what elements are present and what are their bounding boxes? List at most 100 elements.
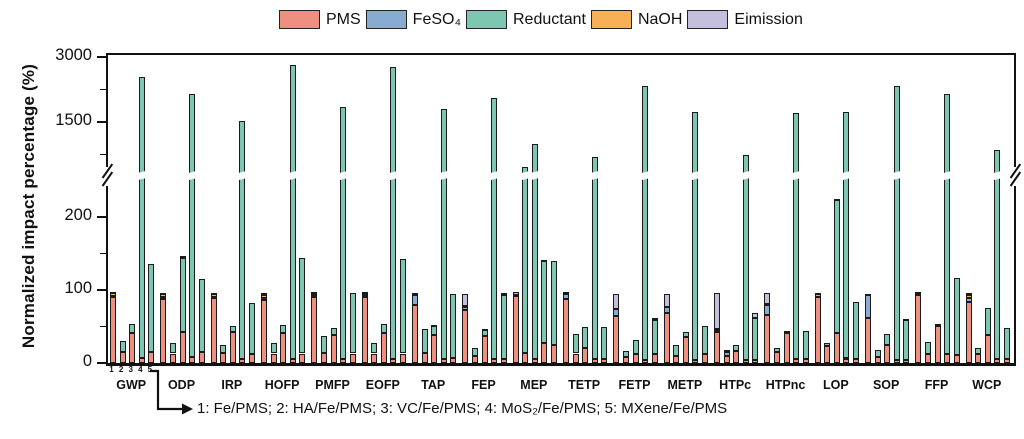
bar-segment-reductant: [702, 325, 709, 355]
bar-number-label: 4: [138, 365, 143, 374]
bar-break-gap: [186, 170, 198, 181]
bar-segment-pms: [160, 298, 167, 363]
bar-segment-reductant: [833, 200, 840, 334]
bar-segment-reductant: [924, 341, 931, 354]
bar-segment-eimission: [833, 198, 840, 201]
bar-segment-naoh: [462, 306, 469, 309]
bar-segment-eimission: [541, 259, 548, 262]
bar-segment-pms: [412, 305, 418, 363]
bar-segment-pms: [340, 358, 347, 363]
bar-segment-pms: [210, 297, 217, 363]
bar-segment-pms: [642, 360, 649, 363]
y-major-tick: [97, 288, 106, 292]
legend: PMS FeSO₄ Reductant NaOH Eimission: [279, 10, 808, 29]
bar-segment-pms: [138, 357, 145, 363]
bar-segment-pms: [311, 297, 318, 363]
y-axis-title: Normalized impact percentage (%): [19, 63, 38, 349]
bar-segment-eimission: [563, 292, 569, 295]
bar-segment-reductant: [673, 344, 680, 356]
legend-swatch-3: [590, 10, 632, 29]
y-minor-tick: [100, 153, 106, 156]
bar-segment-eimission: [481, 329, 488, 332]
bar-segment-reductant: [522, 167, 529, 353]
bar-segment-reductant: [733, 345, 740, 351]
x-category-label: METP: [667, 378, 703, 392]
bar-segment-pms: [229, 332, 236, 363]
bar-segment-pms: [220, 352, 227, 363]
bar-segment-reductant: [148, 264, 155, 353]
bar-segment-reductant: [220, 345, 227, 353]
bar-segment-feso: [311, 295, 318, 298]
bar-segment-reductant: [400, 258, 407, 354]
bar-segment-reductant: [421, 328, 428, 353]
bar-break-gap: [639, 170, 651, 181]
bar-segment-pms: [843, 359, 850, 363]
bar-segment-reductant: [138, 76, 145, 358]
legend-swatch-2: [466, 10, 507, 29]
bar-segment-pms: [953, 354, 960, 363]
bar-segment-pms: [673, 355, 680, 363]
y-minor-tick: [100, 325, 106, 328]
bar-segment-pms: [714, 332, 720, 363]
bar-break-gap: [992, 170, 1004, 181]
bar-segment-reductant: [330, 327, 337, 336]
bar-segment-pms: [390, 359, 397, 363]
bar-segment-pms: [551, 345, 558, 363]
bar-segment-reductant: [975, 347, 982, 354]
bar-segment-reductant: [764, 303, 771, 306]
bar-segment-pms: [814, 297, 821, 363]
bar-segment-reductant: [752, 318, 759, 361]
bar-segment-eimission: [814, 292, 821, 295]
bar-segment-pms: [563, 298, 569, 363]
bar-segment-pms: [903, 360, 910, 363]
bar-segment-eimission: [613, 293, 620, 309]
legend-swatch-4: [687, 10, 729, 29]
bar-segment-reductant: [591, 156, 598, 360]
bar-break-gap: [589, 170, 601, 181]
bar-segment-pms: [663, 313, 670, 363]
x-category-label: ODP: [167, 378, 196, 392]
bar-segment-eimission: [361, 292, 368, 295]
bar-break-gap: [690, 170, 702, 181]
bar-segment-reductant: [270, 343, 277, 354]
bar-segment-pms: [522, 352, 529, 363]
bar-segment-reductant: [390, 66, 397, 360]
bar-segment-eimission: [110, 292, 116, 295]
bar-break-gap: [790, 170, 802, 181]
bar-segment-reductant: [572, 333, 579, 354]
bar-segment-pms: [984, 335, 991, 363]
bar-segment-eimission: [965, 292, 972, 296]
y-minor-tick: [100, 252, 106, 255]
bar-segment-reductant: [440, 108, 447, 360]
bar-segment-reductant: [280, 325, 287, 334]
bar-segment-reductant: [531, 143, 538, 359]
bar-segment-feso: [462, 307, 469, 310]
bar-segment-reductant: [198, 278, 205, 353]
bar-segment-reductant: [491, 98, 498, 360]
bar-segment-feso: [210, 296, 217, 299]
x-category-label: IRP: [221, 378, 243, 392]
bar-segment-pms: [865, 318, 871, 363]
bar-segment-naoh: [965, 295, 972, 298]
bar-segment-eimission: [663, 293, 670, 307]
bar-segment-pms: [280, 333, 287, 363]
bar-segment-reductant: [682, 331, 689, 338]
bar-segment-pms: [613, 315, 620, 363]
x-category-label: TAP: [421, 378, 446, 392]
bar-segment-pms: [129, 333, 136, 363]
bar-segment-pms: [874, 357, 881, 363]
x-category-label: MEP: [520, 378, 548, 392]
bar-segment-pms: [824, 346, 831, 363]
bar-segment-reductant: [229, 325, 236, 333]
bar-segment-pms: [198, 352, 205, 363]
bar-segment-reductant: [742, 154, 749, 361]
bar-segment-reductant: [471, 348, 478, 357]
bar-segment-reductant: [129, 323, 136, 334]
bar-segment-pms: [1004, 359, 1011, 363]
bar-number-label: 1: [109, 365, 114, 374]
bar-segment-pms: [651, 354, 658, 363]
bar-segment-eimission: [764, 292, 771, 304]
x-category-label: FFP: [924, 378, 949, 392]
bar-segment-feso: [160, 297, 167, 300]
bar-segment-pms: [361, 297, 368, 363]
